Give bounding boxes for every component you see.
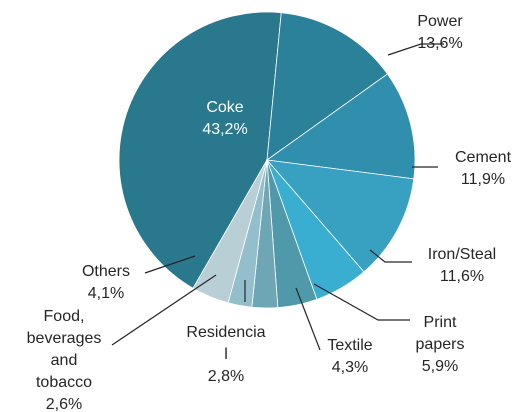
data-label-category-print-papers: papers	[416, 336, 465, 353]
data-label-category-iron-steal: Iron/Steal	[428, 246, 496, 263]
data-label-category-residencial: l	[224, 346, 228, 363]
leader-line-iron-steal	[369, 249, 412, 263]
data-label-power: Power 13,6%	[417, 13, 463, 52]
data-label-category-coke: Coke	[206, 99, 243, 116]
pie-slice-power	[266, 12, 389, 161]
data-label-iron-steal: Iron/Steal 11,6%	[428, 246, 496, 285]
data-label-category-textile: Textile	[327, 337, 372, 354]
data-label-category-food-beverages-and-tobacco: beverages	[27, 330, 102, 347]
data-label-residencial: Residencia l 2,8%	[186, 324, 265, 385]
data-label-value-print-papers: 5,9%	[422, 358, 458, 375]
data-label-others: Others 4,1%	[82, 263, 130, 302]
data-label-category-food-beverages-and-tobacco: tobacco	[36, 374, 92, 391]
data-label-cement: Cement 11,9%	[455, 149, 512, 188]
data-label-value-coke: 43,2%	[202, 121, 247, 138]
leader-line-others	[144, 255, 196, 274]
pie-slice-iron-steal	[266, 159, 415, 273]
data-label-value-residencial: 2,8%	[208, 368, 244, 385]
data-label-category-others: Others	[82, 263, 130, 280]
data-label-category-food-beverages-and-tobacco: Food,	[44, 308, 85, 325]
data-label-category-power: Power	[417, 13, 463, 30]
leader-line-power	[387, 43, 444, 56]
pie-slice-others	[192, 159, 268, 304]
leader-line-textile	[295, 287, 321, 351]
pie-slice-coke	[118, 11, 282, 289]
data-label-value-power: 13,6%	[417, 35, 462, 52]
pie-slice-cement	[265, 73, 416, 180]
data-label-category-print-papers: Print	[424, 314, 457, 331]
data-label-coke: Coke 43,2%	[202, 99, 247, 138]
leader-line-print-papers	[313, 283, 410, 321]
data-label-value-food-beverages-and-tobacco: 2,6%	[46, 396, 82, 412]
labels-layer: Coke 43,2% Power 13,6% Cement 11,9% Iron/Steal…	[27, 13, 512, 412]
data-label-value-cement: 11,9%	[461, 171, 505, 188]
data-label-category-residencial: Residencia	[186, 324, 265, 341]
data-label-food-beverages-and-tobacco: Food, beverages and tobacco 2,6%	[27, 308, 102, 412]
data-label-category-cement: Cement	[455, 149, 512, 166]
data-label-textile: Textile 4,3%	[327, 337, 372, 376]
data-label-value-textile: 4,3%	[332, 359, 368, 376]
slices-layer	[118, 11, 416, 309]
data-label-value-iron-steal: 11,6%	[440, 268, 484, 285]
data-label-print-papers: Print papers 5,9%	[416, 314, 465, 375]
data-label-value-others: 4,1%	[88, 285, 124, 302]
leader-lines-layer	[111, 43, 444, 351]
leader-line-food-beverages-and-tobacco	[111, 274, 217, 346]
data-label-category-food-beverages-and-tobacco: and	[51, 352, 78, 369]
